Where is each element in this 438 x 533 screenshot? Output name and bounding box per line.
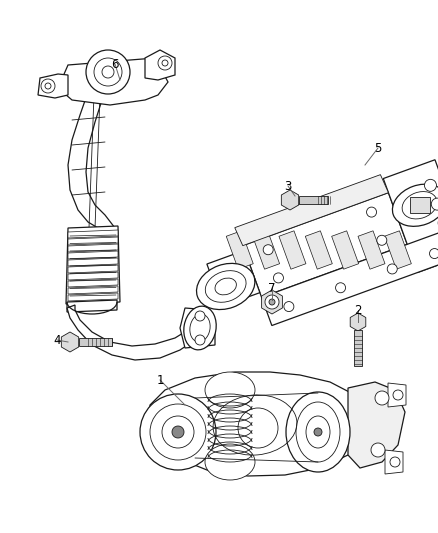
Circle shape	[390, 457, 400, 467]
Circle shape	[430, 248, 438, 259]
Polygon shape	[261, 290, 283, 314]
Polygon shape	[332, 231, 359, 269]
Polygon shape	[145, 50, 175, 80]
Polygon shape	[385, 231, 411, 269]
Circle shape	[172, 426, 184, 438]
Circle shape	[273, 273, 283, 283]
Text: 4: 4	[53, 334, 61, 346]
Text: 1: 1	[156, 374, 164, 386]
Polygon shape	[68, 286, 118, 294]
Ellipse shape	[286, 392, 350, 472]
Polygon shape	[281, 190, 299, 210]
Circle shape	[195, 335, 205, 345]
Polygon shape	[68, 230, 118, 238]
Polygon shape	[358, 231, 385, 269]
Polygon shape	[180, 308, 215, 348]
Polygon shape	[68, 279, 118, 287]
Polygon shape	[61, 332, 79, 352]
Polygon shape	[68, 237, 118, 245]
Circle shape	[367, 207, 377, 217]
Polygon shape	[68, 265, 118, 273]
Polygon shape	[67, 305, 200, 360]
Ellipse shape	[392, 184, 438, 227]
Circle shape	[140, 394, 216, 470]
Polygon shape	[58, 58, 168, 105]
Circle shape	[431, 198, 438, 210]
Polygon shape	[235, 175, 389, 246]
Circle shape	[371, 443, 385, 457]
Polygon shape	[68, 258, 118, 266]
Text: 3: 3	[284, 180, 292, 192]
Circle shape	[424, 179, 436, 191]
Text: 7: 7	[268, 281, 276, 295]
Text: 2: 2	[354, 303, 362, 317]
Polygon shape	[279, 231, 306, 269]
Polygon shape	[299, 196, 328, 204]
Polygon shape	[243, 192, 407, 297]
Ellipse shape	[205, 444, 255, 480]
Circle shape	[263, 245, 273, 255]
Polygon shape	[67, 300, 117, 312]
Ellipse shape	[184, 306, 216, 350]
Polygon shape	[79, 338, 112, 346]
Polygon shape	[68, 293, 118, 301]
Polygon shape	[388, 383, 406, 407]
Polygon shape	[253, 231, 279, 269]
Circle shape	[41, 79, 55, 93]
Polygon shape	[348, 382, 405, 468]
Circle shape	[265, 295, 279, 309]
Polygon shape	[305, 231, 332, 269]
Polygon shape	[261, 225, 438, 326]
Polygon shape	[148, 372, 368, 476]
Polygon shape	[350, 313, 366, 331]
Circle shape	[269, 299, 275, 305]
Polygon shape	[68, 92, 115, 230]
Polygon shape	[207, 251, 260, 306]
Polygon shape	[66, 226, 120, 304]
Circle shape	[158, 56, 172, 70]
Text: 5: 5	[374, 141, 381, 155]
Circle shape	[377, 235, 387, 245]
Polygon shape	[68, 251, 118, 259]
Polygon shape	[226, 231, 253, 269]
Circle shape	[284, 302, 294, 312]
Circle shape	[336, 282, 346, 293]
Polygon shape	[383, 160, 438, 272]
Polygon shape	[38, 74, 68, 98]
Polygon shape	[354, 330, 362, 366]
Polygon shape	[385, 450, 403, 474]
Ellipse shape	[205, 372, 255, 408]
Text: 6: 6	[111, 58, 119, 70]
Polygon shape	[410, 197, 430, 213]
Circle shape	[375, 391, 389, 405]
Circle shape	[393, 390, 403, 400]
Ellipse shape	[197, 263, 255, 310]
Polygon shape	[68, 272, 118, 280]
Circle shape	[195, 311, 205, 321]
Circle shape	[86, 50, 130, 94]
Circle shape	[314, 428, 322, 436]
Polygon shape	[68, 244, 118, 252]
Circle shape	[387, 264, 397, 274]
